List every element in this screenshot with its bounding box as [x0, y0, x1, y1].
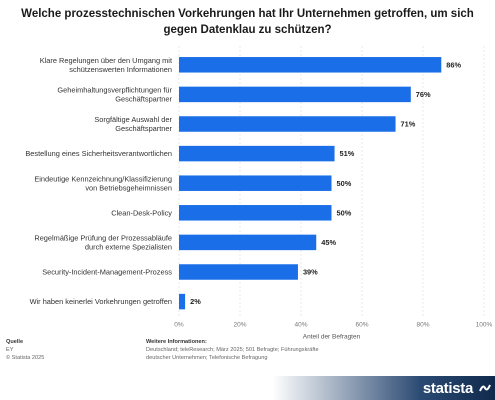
x-tick-label: 60% [355, 321, 368, 328]
info-line-2: deutscher Unternehmen; Telefonische Befr… [146, 355, 268, 361]
value-label: 51% [340, 149, 355, 158]
bar [179, 234, 317, 251]
category-label: Eindeutige Kennzeichnung/Klassifizierung… [34, 174, 172, 192]
value-label: 86% [446, 60, 461, 69]
brand-bar: statista [0, 376, 495, 400]
bar [179, 86, 411, 103]
info-line-1: Deutschland; teleResearch; März 2025; 50… [146, 347, 319, 353]
value-label: 50% [337, 179, 352, 188]
category-label: Regelmäßige Prüfung der Prozessabläufe du… [34, 234, 172, 252]
category-label: Klare Regelungen über den Umgang mit schü… [40, 56, 172, 74]
bar [179, 116, 396, 132]
x-tick-label: 100% [476, 321, 493, 328]
value-label: 45% [321, 238, 336, 247]
category-label: Security-Incident-Management-Prozess [42, 268, 172, 277]
category-label: Geheimhaltungsverpflichtungen für Geschäf… [57, 86, 172, 104]
source-block: Quelle EY © Statista 2025 [6, 338, 44, 362]
category-label: Wir haben keinerlei Vorkehrungen getroff… [30, 297, 172, 306]
x-tick-label: 80% [416, 321, 429, 328]
bar-chart: 0% 20% 40% 60% 80% 100% Anteil der Befragten Kl… [25, 46, 493, 340]
x-tick-label: 40% [294, 321, 307, 328]
category-label: Clean-Desk-Policy [111, 208, 172, 217]
statista-logo[interactable]: statista [422, 380, 473, 397]
x-tick-label: 0% [174, 321, 184, 328]
bar [179, 205, 332, 221]
bar [179, 175, 332, 191]
value-label: 2% [190, 297, 201, 306]
info-heading: Weitere Informationen: [146, 339, 207, 345]
chart-title: Welche prozesstechnischen Vorkehrungen h… [21, 8, 474, 36]
bar [179, 264, 298, 280]
value-label: 39% [303, 268, 318, 277]
x-tick-label: 20% [233, 321, 246, 328]
info-block: Weitere Informationen: Deutschland; tele… [146, 338, 319, 362]
value-label: 76% [416, 90, 431, 99]
bar [179, 57, 442, 73]
category-label: Sorgfältige Auswahl der Geschäftspartner [94, 115, 172, 133]
value-label: 50% [337, 208, 352, 217]
statista-wave-icon [479, 384, 491, 392]
x-axis-title: Anteil der Befragten [303, 333, 361, 340]
value-label: 71% [401, 120, 416, 129]
source-heading: Quelle [6, 339, 24, 345]
category-label: Bestellung eines Sicherheitsverantwortli… [25, 149, 172, 158]
source-line-2: © Statista 2025 [6, 355, 45, 361]
source-line-1: EY [6, 347, 14, 353]
bar [179, 145, 335, 162]
bar [179, 293, 186, 310]
